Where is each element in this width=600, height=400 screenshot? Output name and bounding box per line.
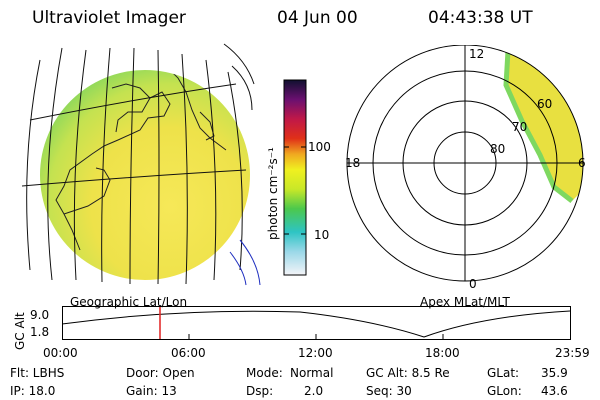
colorbar <box>283 79 307 276</box>
date-label: 04 Jun 00 <box>277 8 358 28</box>
glon-label: GLon: <box>487 384 522 398</box>
colorbar-label: photon cm⁻²s⁻¹ <box>266 147 280 240</box>
gain-info: Gain: 13 <box>126 384 177 398</box>
time-label: 04:43:38 UT <box>428 8 533 28</box>
mlat-label-80: 80 <box>490 142 506 156</box>
xtick-1800: 18:00 <box>425 346 460 360</box>
polar-panel-label: Apex MLat/MLT <box>420 295 510 309</box>
coastline <box>55 83 171 251</box>
uv-disk <box>40 70 250 280</box>
gc-alt-info: GC Alt: 8.5 Re <box>366 366 450 380</box>
limb-curve <box>223 43 255 85</box>
uv-oval-edge <box>503 50 574 203</box>
meridian <box>181 53 188 285</box>
coastline <box>199 111 215 141</box>
xtick-0000: 00:00 <box>43 346 78 360</box>
seq-info: Seq: 30 <box>366 384 412 398</box>
meridian <box>101 47 111 283</box>
geo-panel-label: Geographic Lat/Lon <box>70 295 188 309</box>
altitude-ytick-high: 9.0 <box>30 308 50 322</box>
meridian <box>205 59 217 281</box>
parallel <box>21 169 247 187</box>
ip-info: IP: 18.0 <box>10 384 56 398</box>
mlat-label-60: 60 <box>537 97 553 111</box>
limb-curve <box>239 239 261 286</box>
glat-value: 35.9 <box>541 366 568 380</box>
altitude-ylabel: GC Alt <box>13 312 27 350</box>
mlat-label-70: 70 <box>512 120 528 134</box>
meridian <box>157 49 160 285</box>
glon-value: 43.6 <box>541 384 568 398</box>
mlt-label-6: 6 <box>578 156 586 170</box>
meridian <box>47 47 63 281</box>
meridian <box>26 59 41 271</box>
mlt-label-0: 0 <box>469 277 477 291</box>
dsp-label: Dsp: <box>246 384 274 398</box>
altitude-track-plot <box>62 306 571 340</box>
limb-curve <box>229 251 247 286</box>
mlt-label-18: 18 <box>345 156 361 170</box>
meridian <box>73 49 87 281</box>
xtick-1200: 12:00 <box>298 346 333 360</box>
dsp-value: 2.0 <box>304 384 324 398</box>
coastline <box>115 97 151 133</box>
altitude-ytick-low: 1.8 <box>30 325 50 339</box>
mode-value: Normal <box>290 366 334 380</box>
mode-label: Mode: <box>246 366 283 380</box>
app-title: Ultraviolet Imager <box>32 8 186 28</box>
colorbar-gradient <box>283 79 307 276</box>
limb-curve <box>231 65 253 111</box>
xtick-0600: 06:00 <box>171 346 206 360</box>
parallel <box>29 83 237 121</box>
filter-info: Flt: LBHS <box>10 366 65 380</box>
mlt-label-12: 12 <box>469 47 485 61</box>
colorbar-tick-100: 100 <box>308 140 331 154</box>
glat-label: GLat: <box>487 366 520 380</box>
xtick-2359: 23:59 <box>555 346 590 360</box>
door-info: Door: Open <box>126 366 195 380</box>
colorbar-tick-10: 10 <box>314 228 330 242</box>
meridian <box>129 47 135 285</box>
polar-plot <box>346 45 584 282</box>
altitude-curve <box>62 310 571 338</box>
